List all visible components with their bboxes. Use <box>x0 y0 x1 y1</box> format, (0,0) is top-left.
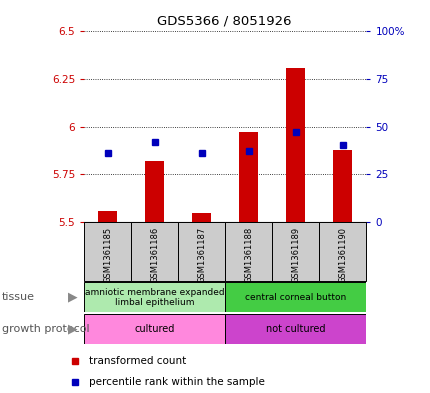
Bar <box>272 222 319 281</box>
Text: GDS5366 / 8051926: GDS5366 / 8051926 <box>157 15 291 28</box>
Text: GSM1361187: GSM1361187 <box>197 227 206 283</box>
Text: central corneal button: central corneal button <box>245 293 346 302</box>
Bar <box>145 161 164 222</box>
Text: not cultured: not cultured <box>265 324 325 334</box>
Bar <box>131 222 178 281</box>
Bar <box>192 213 211 222</box>
Bar <box>319 222 366 281</box>
Text: ▶: ▶ <box>68 291 77 304</box>
Bar <box>178 222 224 281</box>
Bar <box>98 211 117 222</box>
Bar <box>224 282 366 312</box>
Bar <box>224 314 366 344</box>
Text: ▶: ▶ <box>68 322 77 335</box>
Text: GSM1361190: GSM1361190 <box>338 227 347 283</box>
Text: GSM1361186: GSM1361186 <box>150 227 159 283</box>
Bar <box>84 282 224 312</box>
Text: transformed count: transformed count <box>89 356 186 366</box>
Text: GSM1361189: GSM1361189 <box>291 227 300 283</box>
Text: GSM1361188: GSM1361188 <box>244 227 253 283</box>
Text: tissue: tissue <box>2 292 35 302</box>
Text: growth protocol: growth protocol <box>2 324 89 334</box>
Bar <box>286 68 304 222</box>
Text: amniotic membrane expanded
limbal epithelium: amniotic membrane expanded limbal epithe… <box>85 288 224 307</box>
Bar <box>224 222 272 281</box>
Text: percentile rank within the sample: percentile rank within the sample <box>89 377 264 387</box>
Bar <box>84 222 131 281</box>
Bar <box>239 132 258 222</box>
Bar <box>84 314 224 344</box>
Text: GSM1361185: GSM1361185 <box>103 227 112 283</box>
Bar <box>333 150 351 222</box>
Text: cultured: cultured <box>134 324 175 334</box>
